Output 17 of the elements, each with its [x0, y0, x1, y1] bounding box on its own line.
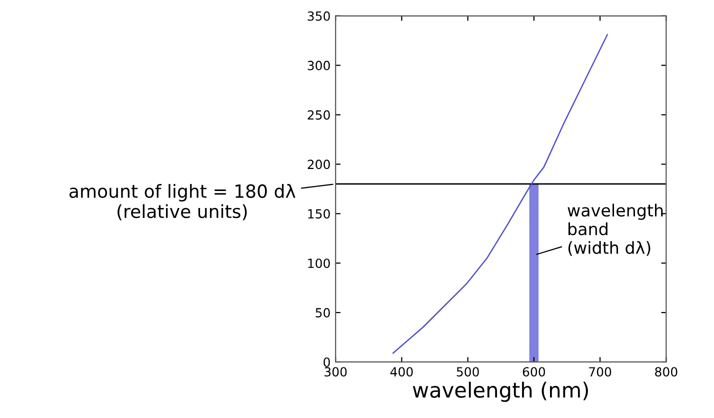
legend-label: amount of light = 180 dλ (relative units)	[69, 184, 296, 220]
x-axis-title: wavelength (nm)	[412, 382, 588, 402]
x-tick-label: 700	[589, 367, 612, 377]
x-tick-label: 600	[522, 367, 546, 377]
band-label: wavelength band (width dλ)	[568, 204, 663, 256]
y-tick-label: 350	[308, 11, 330, 21]
x-tick-label: 500	[456, 367, 479, 377]
y-tick-label: 250	[308, 110, 330, 120]
y-tick-label: 50	[316, 308, 330, 318]
y-tick-label: 300	[308, 60, 330, 70]
y-tick-label: 150	[308, 209, 330, 219]
x-tick-label: 400	[390, 367, 413, 377]
x-tick-label: 300	[324, 367, 347, 377]
y-tick-label: 100	[308, 258, 330, 268]
y-tick-label: 0	[324, 357, 330, 367]
x-tick-label: 800	[655, 367, 678, 377]
y-tick-label: 200	[308, 160, 330, 170]
